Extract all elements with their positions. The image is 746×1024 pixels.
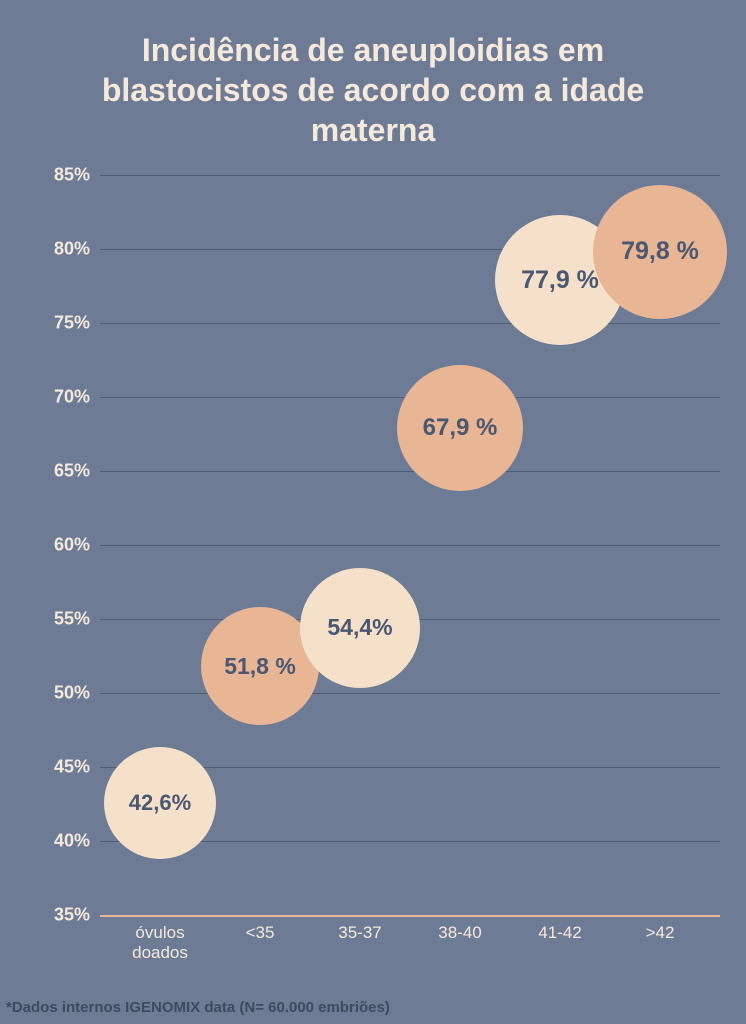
y-tick-label: 65% — [30, 461, 90, 482]
bubble-value-label: 54,4% — [327, 614, 392, 641]
data-bubble: 79,8 % — [593, 185, 727, 319]
y-tick-label: 70% — [30, 387, 90, 408]
x-tick-label: óvulos doados — [132, 923, 188, 964]
bubble-value-label: 67,9 % — [423, 414, 498, 442]
x-axis-line — [100, 915, 720, 917]
footnote: *Dados internos IGENOMIX data (N= 60.000… — [6, 999, 390, 1016]
data-bubble: 54,4% — [300, 568, 420, 688]
x-tick-label: 41-42 — [538, 923, 581, 943]
gridline — [100, 545, 720, 546]
y-tick-label: 45% — [30, 757, 90, 778]
y-tick-label: 75% — [30, 313, 90, 334]
data-bubble: 67,9 % — [397, 365, 523, 491]
x-tick-label: 38-40 — [438, 923, 481, 943]
bubble-value-label: 77,9 % — [521, 266, 599, 295]
y-tick-label: 35% — [30, 905, 90, 926]
y-tick-label: 80% — [30, 239, 90, 260]
x-tick-label: <35 — [246, 923, 275, 943]
bubble-value-label: 79,8 % — [621, 237, 699, 266]
plot-region: 42,6% 51,8 % 54,4% 67,9 % 77,9 % 79,8 % — [100, 175, 720, 915]
x-tick-label: >42 — [646, 923, 675, 943]
y-tick-label: 50% — [30, 683, 90, 704]
gridline — [100, 175, 720, 176]
y-tick-label: 40% — [30, 831, 90, 852]
data-bubble: 42,6% — [104, 747, 216, 859]
y-tick-label: 60% — [30, 535, 90, 556]
chart-area: 35%40%45%50%55%60%65%70%75%80%85% 42,6%5… — [30, 175, 720, 945]
chart-title: Incidência de aneuploidias em blastocist… — [0, 0, 746, 160]
y-tick-label: 85% — [30, 165, 90, 186]
gridline — [100, 693, 720, 694]
bubble-value-label: 42,6% — [129, 790, 191, 816]
gridline — [100, 471, 720, 472]
bubble-value-label: 51,8 % — [224, 653, 296, 680]
y-tick-label: 55% — [30, 609, 90, 630]
x-tick-label: 35-37 — [338, 923, 381, 943]
gridline — [100, 323, 720, 324]
